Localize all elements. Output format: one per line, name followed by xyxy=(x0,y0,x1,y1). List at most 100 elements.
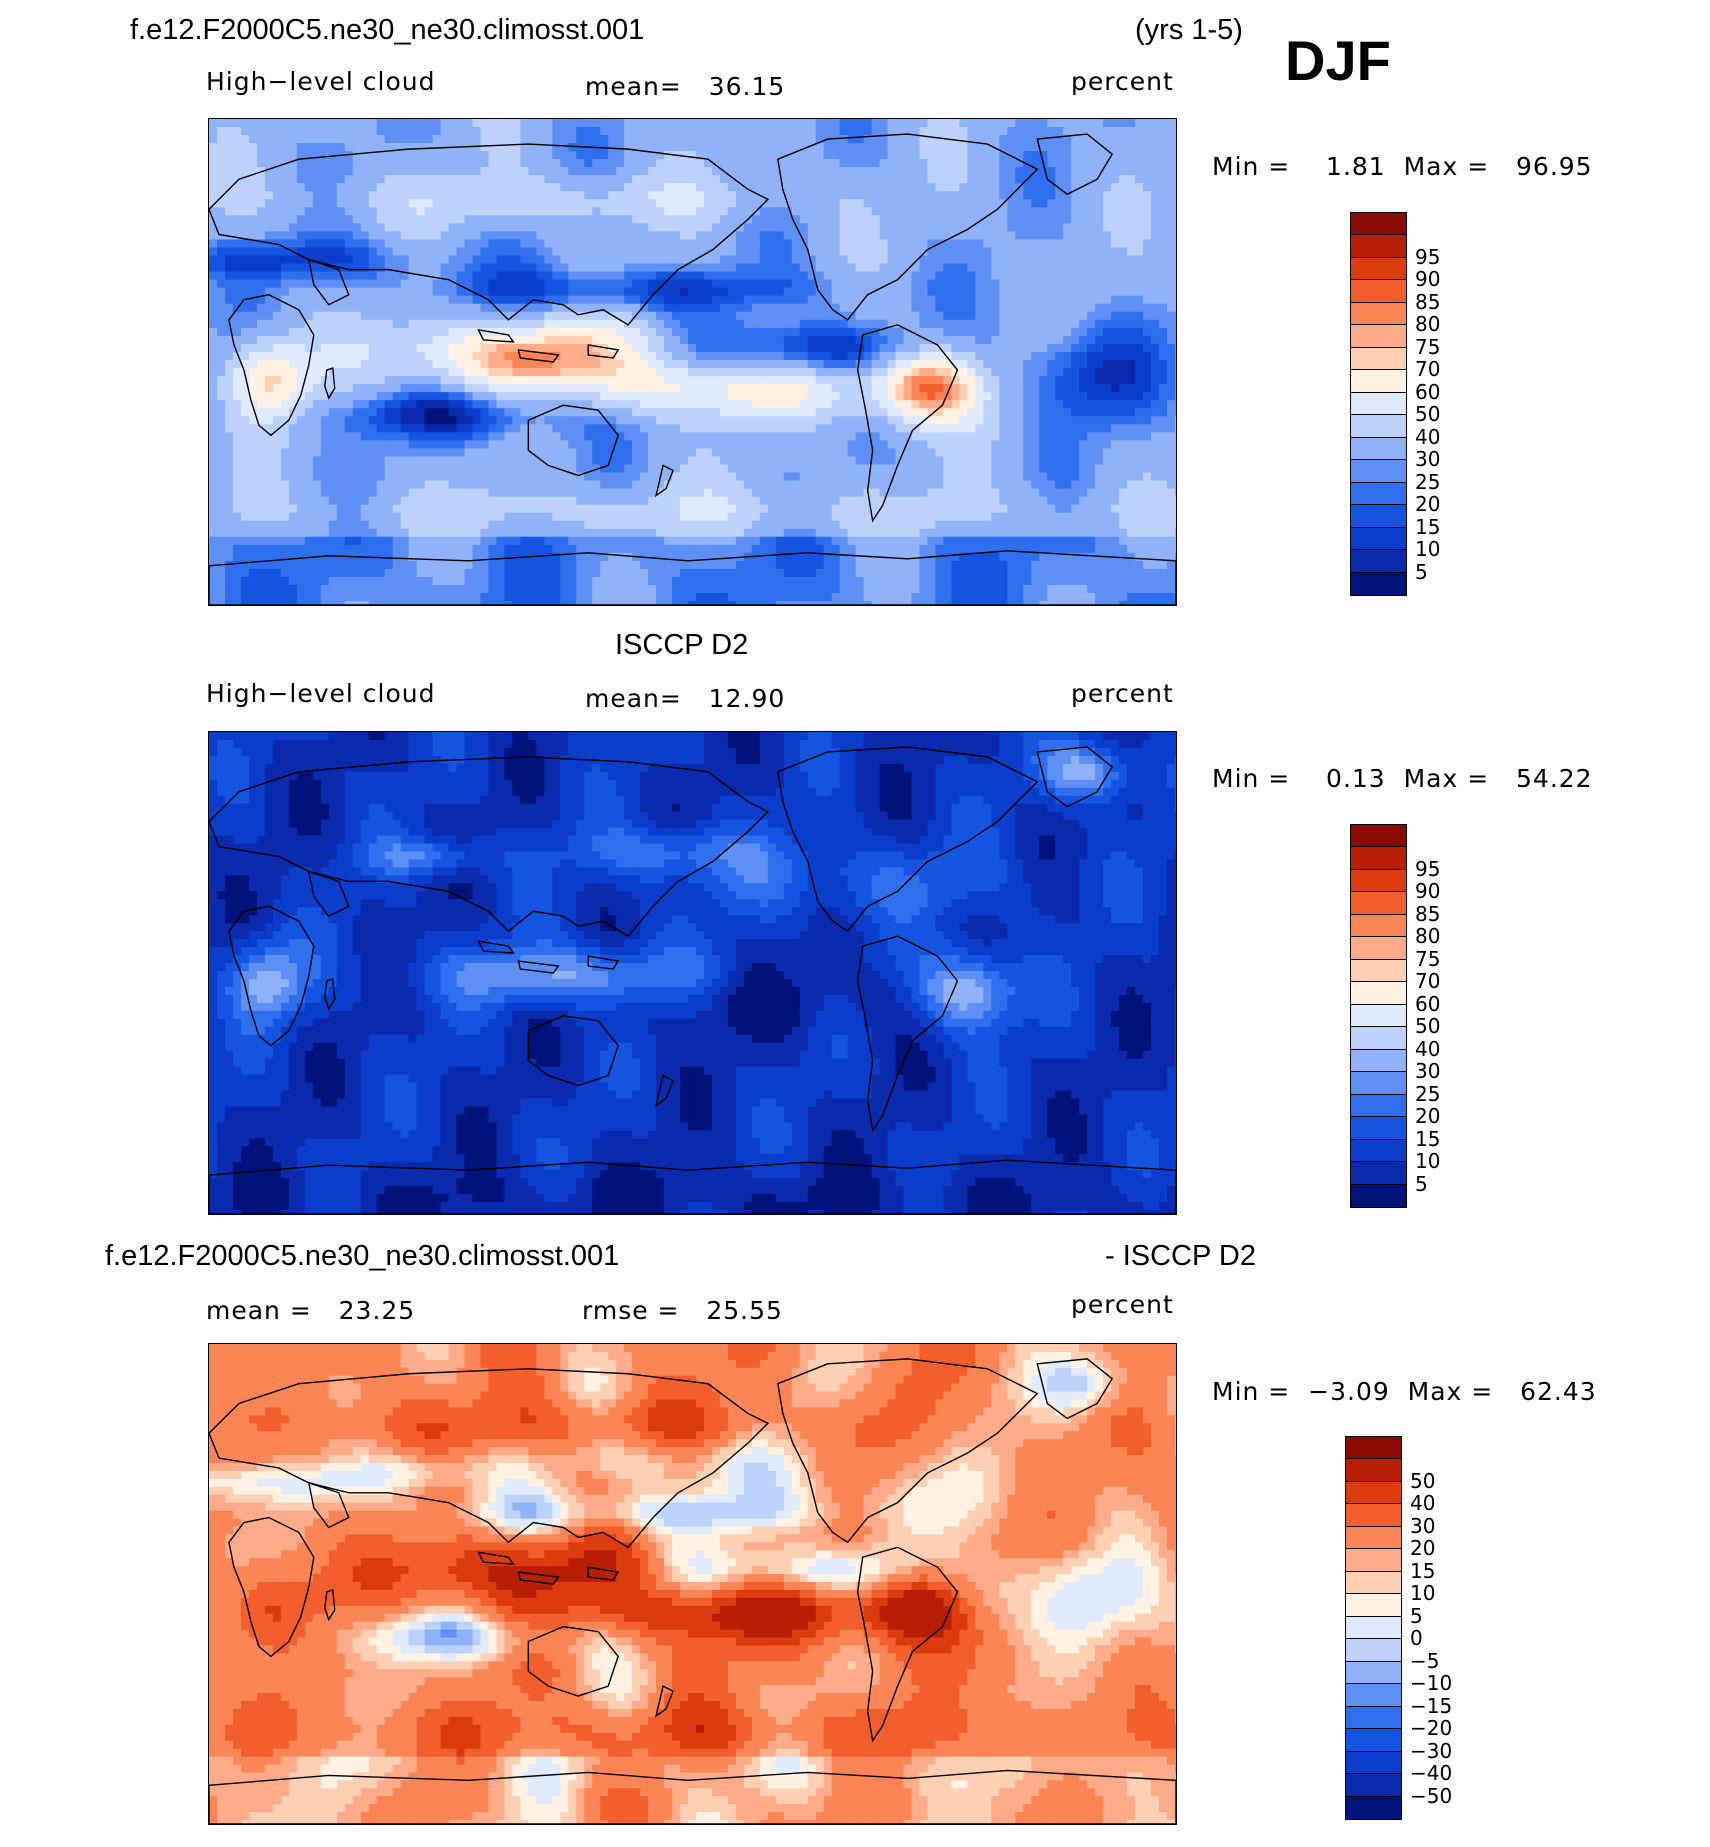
field-cell xyxy=(528,351,537,361)
field-cell xyxy=(1167,319,1176,329)
field-cell xyxy=(799,191,809,200)
field-cell xyxy=(608,432,617,441)
field-cell xyxy=(1151,207,1160,216)
field-cell xyxy=(432,311,442,321)
field-cell xyxy=(791,127,801,136)
field-cell xyxy=(943,151,953,160)
field-cell xyxy=(560,231,569,241)
field-cell xyxy=(664,368,673,377)
field-cell xyxy=(1015,271,1024,281)
field-cell xyxy=(328,239,338,249)
field-cell xyxy=(1047,247,1056,257)
field-cell xyxy=(592,127,601,136)
field-cell xyxy=(1111,239,1120,249)
field-cell xyxy=(935,191,945,200)
field-cell xyxy=(927,384,937,393)
field-cell xyxy=(839,319,849,329)
field-cell xyxy=(320,175,330,184)
field-cell xyxy=(799,143,809,152)
field-cell xyxy=(672,327,681,337)
field-cell xyxy=(1175,400,1176,409)
field-cell xyxy=(839,191,849,200)
field-cell xyxy=(608,279,617,289)
field-cell xyxy=(568,319,577,329)
field-cell xyxy=(1079,199,1088,208)
field-cell xyxy=(640,207,649,216)
field-cell xyxy=(632,319,641,329)
field-cell xyxy=(1175,183,1176,192)
field-cell xyxy=(608,376,617,385)
field-cell xyxy=(648,135,657,144)
field-cell xyxy=(1175,191,1176,200)
field-cell xyxy=(1111,215,1120,225)
field-cell xyxy=(520,167,529,176)
field-cell xyxy=(448,408,458,417)
field-cell xyxy=(232,199,242,208)
field-cell xyxy=(839,135,849,144)
field-cell xyxy=(440,207,450,216)
field-cell xyxy=(416,151,426,160)
field-cell xyxy=(352,432,362,441)
field-cell xyxy=(759,239,769,249)
field-cell xyxy=(735,279,745,289)
field-cell xyxy=(839,199,849,208)
field-cell xyxy=(871,368,881,377)
field-cell xyxy=(512,416,521,425)
field-cell xyxy=(1159,368,1168,377)
field-cell xyxy=(376,368,386,377)
field-cell xyxy=(1119,279,1128,289)
field-cell xyxy=(943,287,953,297)
field-cell xyxy=(536,215,545,225)
field-cell xyxy=(967,368,977,377)
field-cell xyxy=(1055,247,1064,257)
field-cell xyxy=(879,424,889,433)
field-cell xyxy=(1135,343,1144,353)
field-cell xyxy=(1151,159,1160,168)
field-cell xyxy=(983,359,992,369)
field-cell xyxy=(791,199,801,208)
field-cell xyxy=(1071,343,1080,353)
field-cell xyxy=(592,400,601,409)
field-cell xyxy=(240,303,250,313)
field-cell xyxy=(656,376,665,385)
field-cell xyxy=(304,215,314,225)
field-cell xyxy=(1079,311,1088,321)
field-cell xyxy=(887,207,897,216)
field-cell xyxy=(711,183,721,192)
field-cell xyxy=(927,239,937,249)
field-cell xyxy=(480,239,490,249)
field-cell xyxy=(847,384,857,393)
field-cell xyxy=(711,263,721,273)
field-cell xyxy=(1023,376,1032,385)
field-cell xyxy=(448,335,458,345)
field-cell xyxy=(759,335,769,345)
field-cell xyxy=(368,335,378,345)
field-cell xyxy=(815,159,825,168)
field-cell xyxy=(1127,159,1136,168)
field-cell xyxy=(1175,319,1176,329)
field-cell xyxy=(424,351,434,361)
field-cell xyxy=(232,127,242,136)
field-cell xyxy=(576,311,585,321)
field-cell xyxy=(839,143,849,152)
field-cell xyxy=(488,223,498,233)
field-cell xyxy=(1095,408,1104,417)
field-cell xyxy=(1135,351,1144,361)
field-cell xyxy=(863,127,873,136)
field-cell xyxy=(688,319,697,329)
field-cell xyxy=(216,183,226,192)
field-cell xyxy=(312,295,322,305)
field-cell xyxy=(959,215,969,225)
field-cell xyxy=(656,440,665,449)
field-cell xyxy=(887,279,897,289)
field-cell xyxy=(400,215,410,225)
field-cell xyxy=(672,239,681,249)
field-cell xyxy=(927,295,937,305)
field-cell xyxy=(775,376,785,385)
field-cell xyxy=(1127,287,1136,297)
field-cell xyxy=(1127,263,1136,273)
field-cell xyxy=(312,311,322,321)
field-cell xyxy=(528,231,537,241)
field-cell xyxy=(951,408,961,417)
field-cell xyxy=(264,279,274,289)
